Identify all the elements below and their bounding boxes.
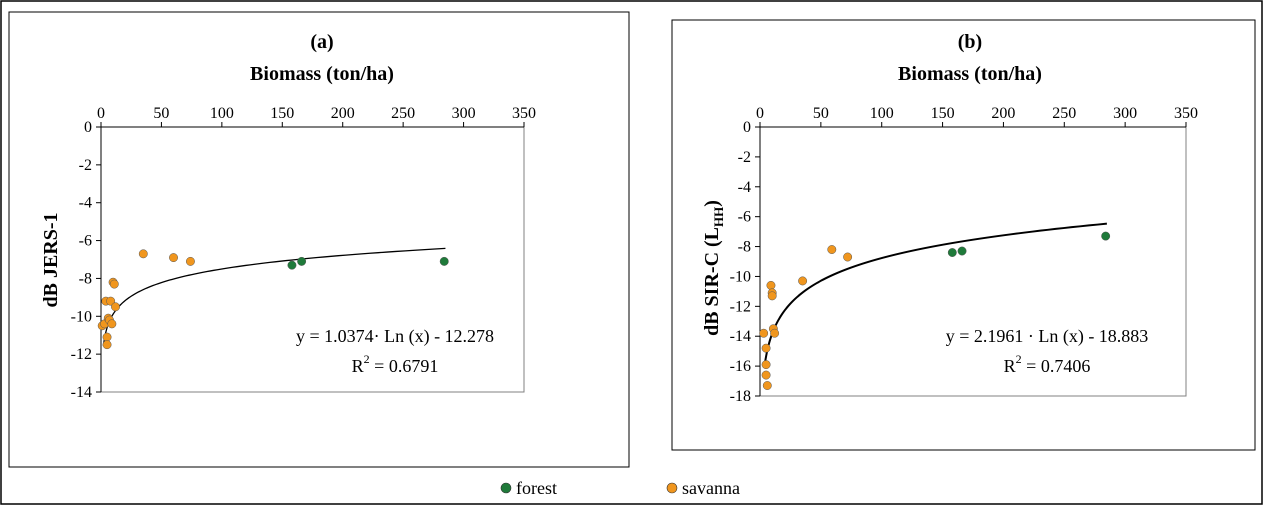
y-tick-label: -16 — [730, 358, 751, 375]
x-tick-label: 0 — [97, 105, 105, 122]
r-squared-base-b: R — [1004, 356, 1016, 376]
data-point-savanna — [762, 381, 772, 390]
data-point-savanna — [766, 280, 776, 290]
data-point-savanna — [761, 360, 771, 370]
data-point-savanna — [102, 332, 112, 342]
x-axis-title-b: Biomass (ton/ha) — [898, 63, 1042, 85]
data-point-forest — [297, 256, 307, 266]
x-tick-label: 150 — [931, 105, 955, 122]
chart-panel-b: (b) Biomass (ton/ha) dB SIR-C (LHH) 0 50 1… — [671, 19, 1256, 451]
r-squared-b: R2 = 0.7406 — [1004, 352, 1091, 376]
legend: forest savanna — [500, 478, 740, 498]
y-tick-label: -12 — [730, 298, 751, 315]
y-tick-label: -10 — [71, 308, 92, 325]
y-tick-label: -2 — [738, 149, 751, 166]
x-tick-label: 300 — [452, 105, 476, 122]
legend-marker-savanna — [666, 482, 678, 494]
x-tick-label: 50 — [153, 105, 169, 122]
data-point-savanna — [106, 296, 116, 306]
x-tick-label: 100 — [210, 105, 234, 122]
trend-equation-a: y = 1.0374· Ln (x) - 12.278 — [296, 326, 494, 347]
x-tick-label: 50 — [813, 105, 829, 122]
x-tick-label: 0 — [756, 105, 764, 122]
y-axis-title-b-close: ) — [701, 200, 723, 207]
data-point-savanna — [843, 252, 853, 262]
y-tick-label: -10 — [730, 268, 751, 285]
data-point-savanna — [109, 279, 119, 289]
legend-label-savanna: savanna — [682, 478, 740, 498]
data-point-savanna — [102, 340, 112, 350]
r-squared-base-a: R — [352, 356, 364, 376]
y-tick-label: -4 — [79, 195, 92, 212]
y-tick-label: 0 — [84, 119, 92, 136]
y-tick-label: 0 — [743, 119, 751, 136]
axis-ticks-a: 0 50 100 150 200 250 300 350 0 -2 -4 -6 -8 -10 -12 -14 — [71, 105, 536, 401]
data-point-savanna — [761, 370, 771, 380]
chart-frame-b — [671, 19, 1256, 451]
x-tick-label: 300 — [1113, 105, 1137, 122]
trend-equation-b: y = 2.1961 · Ln (x) - 18.883 — [946, 326, 1149, 347]
axis-ticks-b: 0 50 100 150 200 250 300 350 0 -2 -4 -6 -8 -10 -12 -14 -… — [730, 105, 1198, 405]
data-point-forest — [287, 260, 297, 270]
data-point-savanna — [169, 253, 178, 263]
y-tick-label: -2 — [79, 157, 92, 174]
data-point-savanna — [770, 328, 780, 338]
x-tick-label: 100 — [870, 105, 894, 122]
trendline-b — [763, 222, 1107, 364]
r-squared-a: R2 = 0.6791 — [352, 352, 439, 376]
y-tick-label: -4 — [738, 179, 751, 196]
chart-panel-a: (a) Biomass (ton/ha) dB JERS-1 0 50 100 150… — [8, 11, 630, 468]
data-point-forest — [947, 248, 957, 257]
y-tick-label: -8 — [738, 239, 751, 256]
x-tick-label: 350 — [1174, 105, 1198, 122]
x-tick-label: 200 — [991, 105, 1015, 122]
data-point-forest — [957, 246, 967, 256]
r-squared-value-b: = 0.7406 — [1022, 356, 1091, 376]
y-tick-label: -12 — [71, 346, 92, 363]
r-squared-sup-b: 2 — [1016, 352, 1022, 366]
data-point-savanna — [185, 256, 195, 266]
y-tick-label: -14 — [71, 384, 92, 401]
panel-label-a: (a) — [310, 31, 333, 53]
panel-label-b: (b) — [958, 31, 982, 53]
y-axis-title-b-main: dB SIR-C (L — [701, 227, 723, 336]
data-point-forest — [1101, 231, 1111, 241]
data-point-savanna — [759, 328, 769, 338]
data-point-savanna — [798, 276, 808, 286]
trendline-a — [102, 247, 446, 346]
r-squared-value-a: = 0.6791 — [370, 356, 439, 376]
data-point-forest — [439, 256, 449, 266]
data-marks-b — [759, 222, 1111, 390]
y-tick-label: -6 — [79, 233, 92, 250]
x-tick-label: 250 — [391, 105, 415, 122]
x-tick-label: 350 — [512, 105, 536, 122]
x-tick-label: 150 — [270, 105, 294, 122]
data-point-savanna — [827, 245, 837, 254]
y-axis-title-a: dB JERS-1 — [40, 212, 62, 307]
legend-marker-forest — [500, 482, 512, 494]
r-squared-sup-a: 2 — [364, 352, 370, 366]
x-axis-title-a: Biomass (ton/ha) — [250, 63, 394, 85]
y-axis-title-b-sub: HH — [711, 207, 726, 227]
legend-label-forest: forest — [516, 478, 557, 498]
chart-frame-a — [8, 11, 630, 468]
y-axis-title-b: dB SIR-C (LHH) — [701, 200, 726, 336]
data-point-savanna — [111, 302, 120, 312]
data-point-savanna — [107, 319, 117, 329]
y-tick-label: -18 — [730, 388, 751, 405]
data-marks-a — [97, 247, 449, 350]
y-tick-label: -8 — [79, 270, 92, 287]
x-tick-label: 200 — [331, 105, 355, 122]
y-tick-label: -14 — [730, 328, 751, 345]
data-point-savanna — [761, 343, 771, 353]
y-tick-label: -6 — [738, 209, 751, 226]
x-tick-label: 250 — [1052, 105, 1076, 122]
data-point-savanna — [767, 291, 777, 301]
data-point-savanna — [138, 249, 148, 259]
